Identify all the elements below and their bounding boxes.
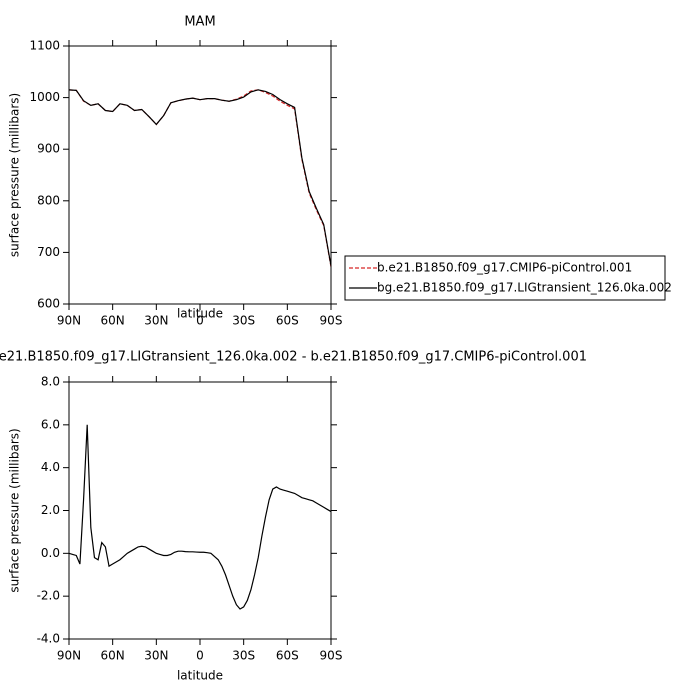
y-tick-label: 0.0: [41, 546, 60, 560]
plot-frame: [68, 381, 332, 640]
chart-title: bg.e21.B1850.f09_g17.LIGtransient_126.0k…: [0, 350, 587, 365]
y-axis-label: surface pressure (millibars): [8, 428, 22, 592]
y-tick-label: -4.0: [37, 632, 60, 646]
data-line: [68, 89, 332, 266]
legend-label: b.e21.B1850.f09_g17.CMIP6-piControl.001: [377, 261, 632, 275]
x-tick-label: 60S: [276, 649, 299, 663]
y-tick-label: -2.0: [37, 589, 60, 603]
y-tick-label: 4.0: [41, 460, 60, 474]
x-tick-label: 60N: [101, 314, 125, 328]
legend-label: bg.e21.B1850.f09_g17.LIGtransient_126.0k…: [377, 281, 672, 295]
x-tick-label: 30S: [232, 649, 255, 663]
x-tick-label: 0: [196, 314, 204, 328]
x-tick-label: 60N: [101, 649, 125, 663]
x-tick-label: 90N: [57, 314, 81, 328]
x-tick-label: 0: [196, 649, 204, 663]
y-tick-label: 800: [37, 193, 60, 207]
y-tick-label: 600: [37, 297, 60, 311]
x-tick-label: 90N: [57, 649, 81, 663]
y-tick-label: 1100: [29, 39, 60, 53]
y-tick-label: 900: [37, 142, 60, 156]
x-tick-label: 30N: [144, 314, 168, 328]
x-tick-label: 90S: [320, 314, 343, 328]
y-tick-label: 6.0: [41, 417, 60, 431]
x-axis-label: latitude: [177, 669, 223, 683]
data-line: [68, 424, 332, 610]
y-tick-label: 700: [37, 245, 60, 259]
y-tick-label: 2.0: [41, 503, 60, 517]
y-tick-label: 8.0: [41, 375, 60, 389]
x-tick-label: 60S: [276, 314, 299, 328]
x-tick-label: 30S: [232, 314, 255, 328]
y-axis-label: surface pressure (millibars): [8, 93, 22, 257]
chart-title: MAM: [184, 15, 215, 30]
legend-box: [344, 255, 666, 301]
x-tick-label: 30N: [144, 649, 168, 663]
x-axis-label: latitude: [177, 307, 223, 321]
y-tick-label: 1000: [29, 90, 60, 104]
x-tick-label: 90S: [320, 649, 343, 663]
plot-frame: [68, 45, 332, 305]
